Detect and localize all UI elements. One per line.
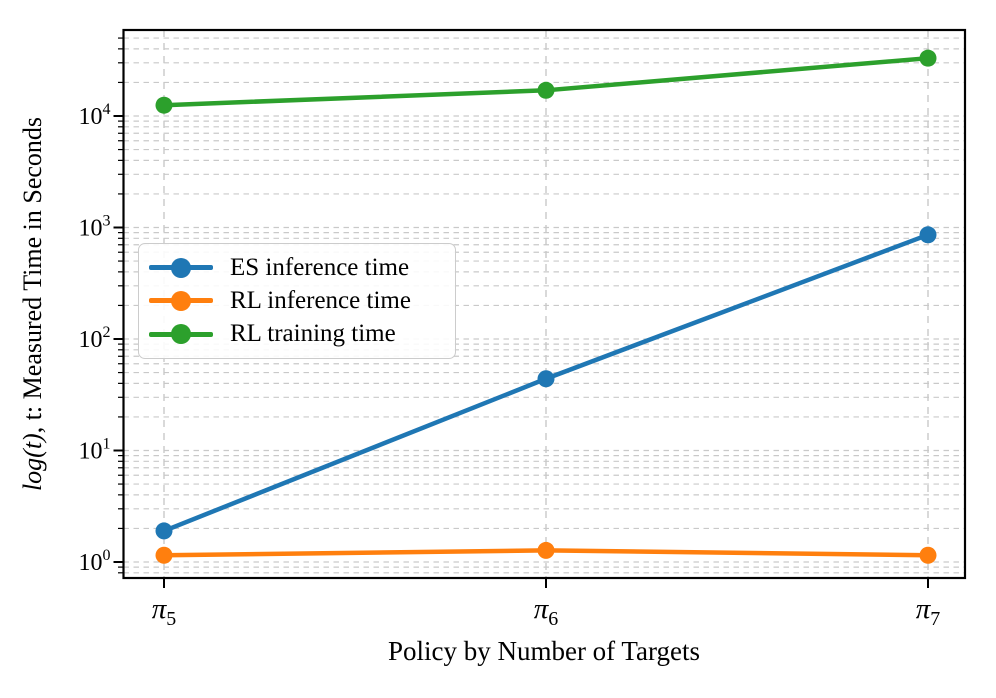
y-tick-label: 102 <box>79 324 111 353</box>
data-point-marker <box>537 541 555 559</box>
y-tick-labels: 100 101 102 103 104 <box>79 101 111 576</box>
data-point-marker <box>155 522 173 540</box>
x-tick-label: π7 <box>916 593 941 630</box>
data-point-marker <box>919 546 937 564</box>
y-tick-label: 104 <box>79 101 111 130</box>
y-tick-label: 100 <box>79 547 111 576</box>
y-tick-label: 101 <box>79 436 111 465</box>
legend-item-es-inference: ES inference time <box>149 252 441 284</box>
x-tick-labels: π5 π6 π7 <box>152 593 941 630</box>
legend: ES inference time RL inference time RL t… <box>138 243 456 359</box>
data-point-marker <box>155 546 173 564</box>
legend-marker-rl-training <box>149 323 213 345</box>
legend-item-rl-inference: RL inference time <box>149 285 441 317</box>
x-tick-label: π5 <box>152 593 177 630</box>
data-point-marker <box>155 96 173 114</box>
data-point-marker <box>537 81 555 99</box>
series-rl-training-time <box>155 49 937 114</box>
legend-label: RL inference time <box>230 286 411 314</box>
y-axis-ticks <box>113 37 124 574</box>
legend-dot-sample <box>171 290 191 311</box>
legend-dot-sample <box>171 324 191 345</box>
plot-border <box>122 28 967 580</box>
data-point-marker <box>537 370 555 388</box>
y-axis-label: log(t), t: Measured Time in Seconds <box>18 117 48 491</box>
legend-marker-rl-inference <box>149 290 213 312</box>
y-tick-label: 103 <box>79 213 111 242</box>
legend-dot-sample <box>171 257 191 278</box>
legend-marker-es-inference <box>149 257 213 279</box>
legend-item-rl-training: RL training time <box>149 318 441 350</box>
series-rl-inference-time <box>155 541 937 564</box>
y-axis-label-text: , t: Measured Time in Seconds <box>18 116 47 434</box>
data-point-marker <box>919 49 937 67</box>
x-axis-label: Policy by Number of Targets <box>387 636 701 666</box>
y-axis-label-math: log(t) <box>18 433 47 492</box>
x-axis-ticks <box>163 578 929 588</box>
x-tick-label: π6 <box>534 593 559 630</box>
data-point-marker <box>919 226 937 244</box>
legend-label: ES inference time <box>230 253 410 281</box>
legend-label: RL training time <box>230 320 396 348</box>
series-es-inference-time <box>155 226 937 540</box>
